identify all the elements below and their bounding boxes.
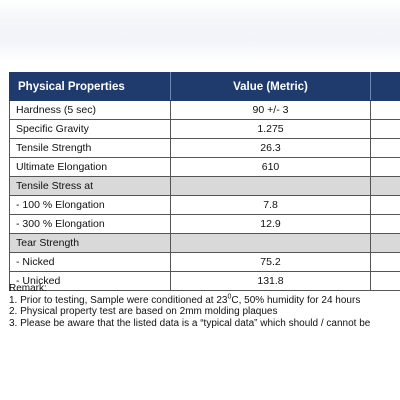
section-value	[170, 233, 371, 253]
property-name: Tensile Strength	[9, 138, 171, 158]
table-section-row: Tear Strength	[9, 233, 400, 253]
property-name: - 300 % Elongation	[9, 214, 171, 234]
section-extra	[370, 233, 400, 253]
property-extra	[370, 252, 400, 272]
header-physical-properties: Physical Properties	[9, 72, 171, 101]
table-row: Specific Gravity 1.275	[9, 119, 400, 139]
property-extra	[370, 271, 400, 291]
property-name: Ultimate Elongation	[9, 157, 171, 177]
remark-note-1-text: 1. Prior to testing, Sample were conditi…	[9, 294, 228, 306]
remarks-title: Remark:	[9, 283, 47, 294]
table-row: - 100 % Elongation 7.8	[9, 195, 400, 215]
property-extra	[370, 195, 400, 215]
table-row: Ultimate Elongation 610	[9, 157, 400, 177]
property-name: - Nicked	[9, 252, 171, 272]
property-name: Hardness (5 sec)	[9, 100, 171, 120]
property-extra	[370, 157, 400, 177]
property-name: - Unicked	[9, 271, 171, 291]
remark-note-2: 2. Physical property test are based on 2…	[9, 306, 278, 317]
property-value: 7.8	[170, 195, 371, 215]
section-extra	[370, 176, 400, 196]
property-extra	[370, 138, 400, 158]
property-name: - 100 % Elongation	[9, 195, 171, 215]
section-label: Tear Strength	[9, 233, 171, 253]
property-value: 90 +/- 3	[170, 100, 371, 120]
property-value: 75.2	[170, 252, 371, 272]
remark-note-3: 3. Please be aware that the listed data …	[9, 317, 371, 329]
remark-note-1-text-end: C, 50% humidity for 24 hours	[231, 294, 361, 306]
property-name: Specific Gravity	[9, 119, 171, 139]
property-value: 26.3	[170, 138, 371, 158]
table-row: - 300 % Elongation 12.9	[9, 214, 400, 234]
table-section-row: Tensile Stress at	[9, 176, 400, 196]
property-extra	[370, 214, 400, 234]
physical-properties-table: Physical Properties Value (Metric) Hardn…	[9, 72, 400, 291]
property-value: 610	[170, 157, 371, 177]
degree-superscript: 0	[227, 293, 232, 301]
table-row: - Nicked 75.2	[9, 252, 400, 272]
header-extra-column	[370, 72, 400, 101]
section-value	[170, 176, 371, 196]
header-value-metric: Value (Metric)	[170, 72, 371, 101]
table-row: Tensile Strength 26.3	[9, 138, 400, 158]
table-row: - Unicked 131.8	[9, 271, 400, 291]
remark-note-1: 1. Prior to testing, Sample were conditi…	[9, 293, 400, 307]
property-value: 1.275	[170, 119, 371, 139]
table-header-row: Physical Properties Value (Metric)	[9, 72, 400, 101]
table-row: Hardness (5 sec) 90 +/- 3	[9, 100, 400, 120]
property-extra	[370, 119, 400, 139]
remarks-section: Remark: 1. Prior to testing, Sample were…	[9, 283, 400, 329]
section-label: Tensile Stress at	[9, 176, 171, 196]
properties-table-container: Physical Properties Value (Metric) Hardn…	[9, 72, 400, 291]
property-value: 12.9	[170, 214, 371, 234]
property-extra	[370, 100, 400, 120]
